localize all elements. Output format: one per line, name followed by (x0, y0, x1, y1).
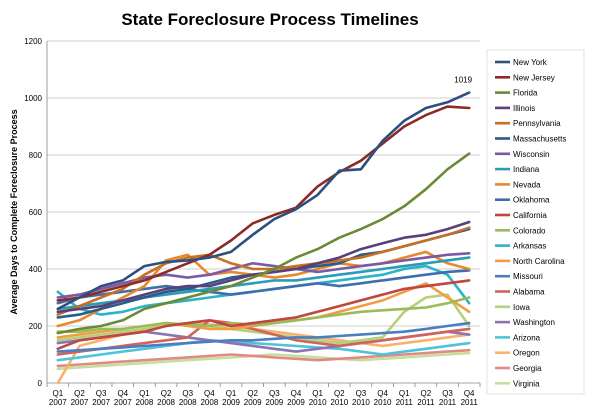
x-tick-label: Q2 2010 (330, 389, 348, 407)
legend-label: North Carolina (513, 257, 565, 266)
x-tick-label: Q2 2011 (417, 389, 435, 407)
legend-label: Massachusetts (513, 135, 566, 144)
legend-label: Nevada (513, 180, 541, 189)
legend-label: New Jersey (513, 73, 555, 82)
series-line-nevada (56, 250, 471, 328)
x-tick-label: Q3 2009 (265, 389, 283, 407)
series-line-iowa (56, 293, 471, 345)
data-label: 1019 (454, 76, 472, 85)
x-tick-label: Q4 2009 (287, 389, 305, 407)
y-tick-label: 1000 (24, 94, 42, 103)
series-line-pennsylvania (56, 226, 471, 316)
chart-title: State Foreclosure Process Timelines (121, 10, 418, 29)
x-tick-label: Q2 2008 (157, 389, 175, 407)
x-tick-label: Q1 2009 (222, 389, 240, 407)
series-line-florida (56, 152, 471, 335)
x-tick-label: Q3 2011 (439, 389, 457, 407)
legend-label: Oklahoma (513, 196, 550, 205)
series-line-new-jersey (56, 105, 471, 302)
y-tick-label: 1200 (24, 37, 42, 46)
legend-label: Washington (513, 318, 555, 327)
series-line-wisconsin (56, 252, 471, 299)
legend-label: New York (513, 58, 548, 67)
y-tick-label: 400 (29, 265, 43, 274)
legend-label: California (513, 211, 547, 220)
y-axis-label: Average Days to Complete Foreclosure Pro… (9, 109, 19, 314)
legend-label: Illinois (513, 104, 535, 113)
series-line-alabama (56, 318, 471, 356)
legend-label: Florida (513, 89, 538, 98)
y-tick-label: 600 (29, 208, 43, 217)
legend-label: Wisconsin (513, 150, 549, 159)
x-tick-label: Q2 2007 (71, 389, 89, 407)
series-line-colorado (56, 296, 471, 334)
legend-label: Alabama (513, 288, 545, 297)
series-line-oklahoma (56, 269, 471, 305)
legend-label: Arizona (513, 333, 541, 342)
legend-label: Colorado (513, 226, 546, 235)
plot-area (56, 91, 471, 385)
series-line-virginia (56, 351, 471, 371)
legend-label: Missouri (513, 272, 543, 281)
x-tick-label: Q4 2008 (200, 389, 218, 407)
series-line-georgia (56, 348, 471, 368)
x-tick-label: Q1 2007 (49, 389, 67, 407)
x-tick-label: Q1 2011 (396, 389, 414, 407)
y-tick-label: 200 (29, 322, 43, 331)
series-line-arizona (56, 338, 471, 362)
legend: New York New Jersey Florida Illinois Pennsyl… (486, 49, 585, 395)
x-tick-label: Q4 2011 (461, 389, 479, 407)
x-tick-label: Q3 2010 (352, 389, 370, 407)
legend-label: Iowa (513, 303, 530, 312)
legend-label: Arkansas (513, 242, 546, 251)
legend-label: Georgia (513, 364, 542, 373)
x-tick-label: Q4 2010 (374, 389, 392, 407)
x-tick-label: Q3 2008 (179, 389, 197, 407)
x-tick-label: Q4 2007 (114, 389, 132, 407)
x-tick-label: Q2 2009 (244, 389, 262, 407)
series-line-new-york (56, 91, 471, 311)
x-tick-label: Q1 2010 (309, 389, 327, 407)
x-tick-label: Q3 2007 (92, 389, 110, 407)
legend-label: Indiana (513, 165, 540, 174)
legend-label: Oregon (513, 349, 540, 358)
y-tick-label: 800 (29, 151, 43, 160)
y-tick-label: 0 (38, 379, 43, 388)
series-line-california (56, 279, 471, 351)
series-line-missouri (56, 321, 471, 353)
x-tick-label: Q1 2008 (136, 389, 154, 407)
legend-label: Pennsylvania (513, 119, 561, 128)
legend-label: Virginia (513, 379, 540, 388)
annotations: 1019 (454, 76, 472, 85)
